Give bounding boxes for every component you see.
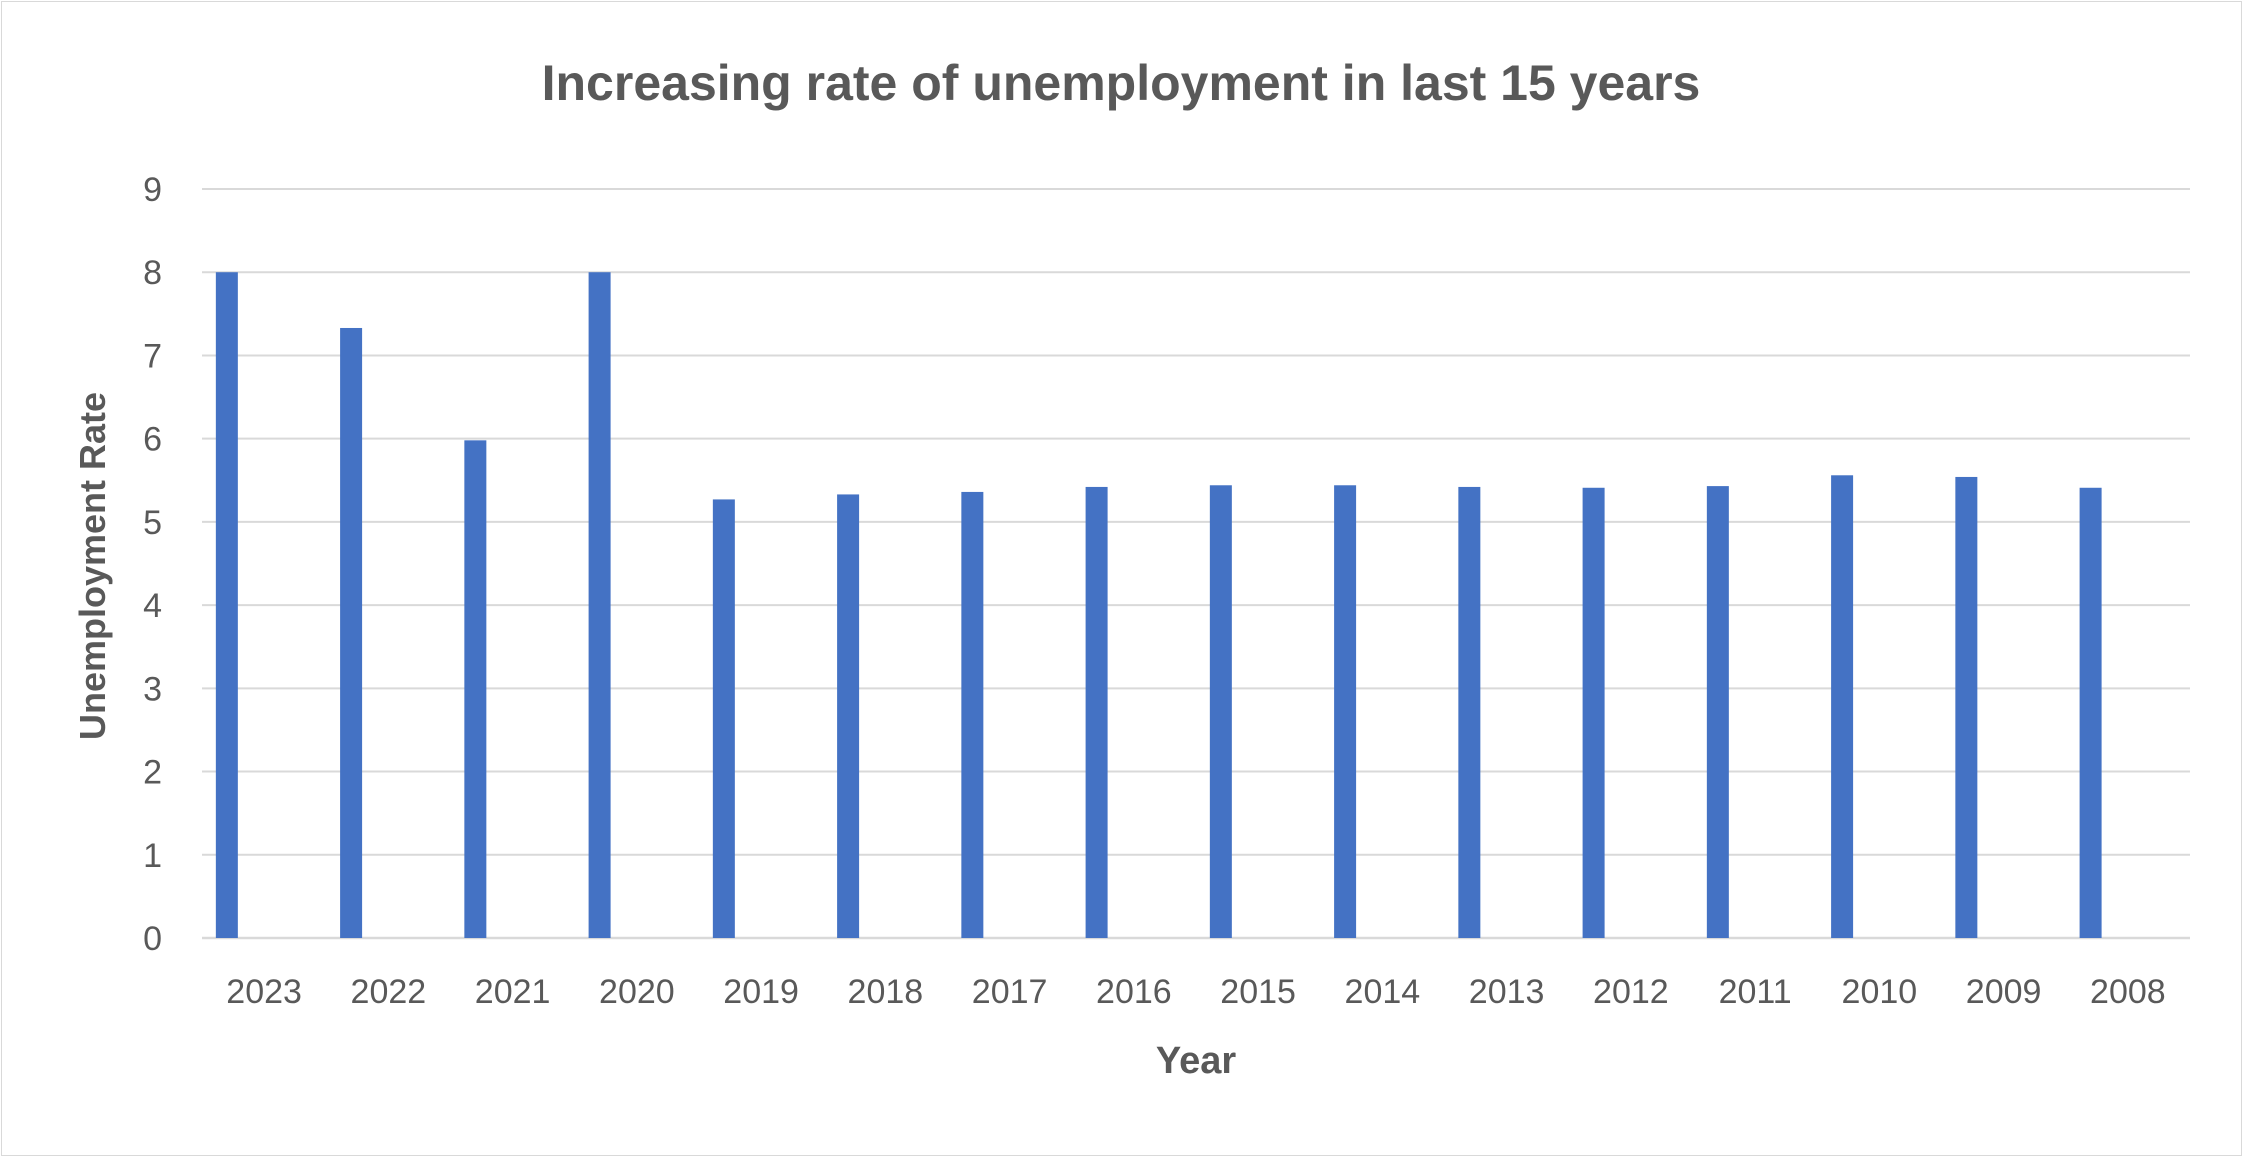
x-tick-label: 2011 xyxy=(1719,973,1792,1011)
x-tick-label: 2009 xyxy=(1966,973,2042,1011)
bar-2023 xyxy=(215,272,238,938)
x-tick-label: 2023 xyxy=(226,973,302,1011)
x-axis-title: Year xyxy=(1156,1040,1237,1082)
x-tick-label: 2013 xyxy=(1469,973,1545,1011)
bar-2009 xyxy=(1955,476,1978,938)
y-tick-label: 8 xyxy=(143,254,162,292)
bar-2018 xyxy=(837,494,860,938)
x-tick-label: 2017 xyxy=(972,973,1048,1011)
y-tick-label: 6 xyxy=(143,421,162,459)
bar-2015 xyxy=(1209,485,1232,938)
y-tick-label: 2 xyxy=(143,754,162,792)
x-tick-label: 2022 xyxy=(351,973,427,1011)
y-axis-ticks: 0 1 2 3 4 5 6 7 8 9 xyxy=(143,171,162,958)
x-tick-label: 2015 xyxy=(1220,973,1296,1011)
y-tick-label: 9 xyxy=(143,171,162,209)
gridlines xyxy=(202,188,2190,940)
bar-2014 xyxy=(1334,485,1357,938)
bar-2010 xyxy=(1831,475,1854,938)
bar-2020 xyxy=(588,272,611,938)
y-tick-label: 5 xyxy=(143,504,162,542)
bar-2017 xyxy=(961,491,984,938)
y-tick-label: 1 xyxy=(143,837,162,875)
y-tick-label: 0 xyxy=(143,920,162,958)
x-axis-ticks: 2023 2022 2021 2020 2019 2018 2017 2016 2015 2014… xyxy=(226,973,2165,1011)
y-tick-label: 4 xyxy=(143,587,162,625)
bar-2021 xyxy=(464,440,487,938)
bar-2022 xyxy=(340,327,363,939)
x-tick-label: 2008 xyxy=(2090,973,2166,1011)
x-tick-label: 2012 xyxy=(1593,973,1669,1011)
x-tick-label: 2018 xyxy=(848,973,924,1011)
y-axis-title: Unemployment Rate xyxy=(72,392,113,740)
bar-2016 xyxy=(1085,486,1108,938)
y-tick-label: 7 xyxy=(143,337,162,375)
x-tick-label: 2020 xyxy=(599,973,675,1011)
bars xyxy=(215,272,2102,939)
bar-2008 xyxy=(2079,487,2102,938)
bar-2013 xyxy=(1458,486,1481,938)
x-tick-label: 2021 xyxy=(475,973,551,1011)
x-tick-label: 2019 xyxy=(723,973,799,1011)
x-tick-label: 2010 xyxy=(1842,973,1918,1011)
x-tick-label: 2014 xyxy=(1345,973,1421,1011)
y-tick-label: 3 xyxy=(143,670,162,708)
bar-2019 xyxy=(712,499,735,938)
chart-title: Increasing rate of unemployment in last … xyxy=(542,55,1701,111)
bar-2011 xyxy=(1706,486,1729,938)
x-tick-label: 2016 xyxy=(1096,973,1172,1011)
bar-2012 xyxy=(1582,487,1605,938)
